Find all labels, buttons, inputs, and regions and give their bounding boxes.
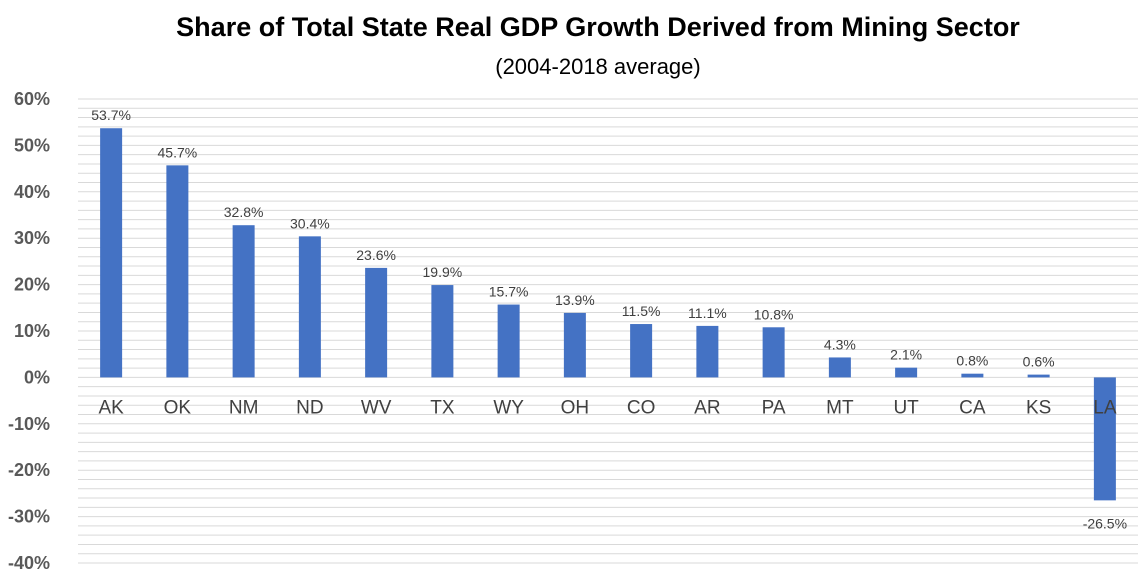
data-label: 0.6%	[1023, 354, 1055, 370]
bars	[100, 128, 1116, 501]
category-label: ND	[296, 397, 323, 418]
bar-oh	[563, 312, 586, 378]
data-label: 11.5%	[622, 303, 661, 319]
category-label: WV	[361, 397, 392, 418]
data-label: 0.8%	[956, 353, 988, 369]
category-label: OH	[561, 397, 590, 418]
y-tick-label: 20%	[14, 275, 50, 295]
gridlines	[78, 98, 1138, 564]
y-tick-label: -20%	[8, 460, 50, 480]
category-label: KS	[1026, 397, 1051, 418]
data-label: 4.3%	[824, 336, 856, 352]
category-label: NM	[229, 397, 259, 418]
category-label: TX	[430, 397, 455, 418]
data-label: 10.8%	[754, 306, 794, 322]
data-label: 13.9%	[555, 292, 595, 308]
bar-ar	[696, 325, 719, 378]
data-label: 19.9%	[423, 264, 463, 280]
y-tick-label: 50%	[14, 135, 50, 155]
category-label: UT	[893, 397, 919, 418]
x-axis-categories: AK OK NM ND WV TX WY OH CO AR PA MT UT CA KS LA	[98, 397, 1116, 418]
category-label: CA	[959, 397, 986, 418]
data-label: -26.5%	[1083, 515, 1127, 531]
y-tick-label: -30%	[8, 507, 50, 527]
bar-ak	[100, 128, 123, 378]
bar-la	[1093, 377, 1116, 501]
bar-pa	[762, 327, 785, 378]
data-labels: 53.7% 45.7% 32.8% 30.4% 23.6% 19.9% 15.7% 13.9%…	[91, 107, 1127, 531]
bar-nm	[232, 225, 255, 378]
bar-ks	[1027, 374, 1050, 378]
category-label: OK	[164, 397, 192, 418]
bar-co	[630, 324, 653, 378]
category-label: MT	[826, 397, 854, 418]
bar-nd	[298, 236, 321, 378]
y-tick-label: 60%	[14, 89, 50, 109]
category-label: AK	[98, 397, 124, 418]
y-tick-label: 30%	[14, 228, 50, 248]
y-tick-label: -40%	[8, 553, 50, 573]
y-tick-label: 0%	[24, 367, 50, 387]
bar-ut	[895, 367, 918, 378]
y-tick-label: -10%	[8, 414, 50, 434]
data-label: 53.7%	[91, 107, 131, 123]
bar-tx	[431, 285, 454, 378]
category-label: CO	[627, 397, 656, 418]
category-label: WY	[493, 397, 524, 418]
data-label: 15.7%	[489, 284, 529, 300]
category-label: AR	[694, 397, 720, 418]
bar-wv	[365, 267, 388, 378]
category-label: LA	[1093, 397, 1117, 418]
y-tick-label: 40%	[14, 182, 50, 202]
data-label: 32.8%	[224, 204, 264, 220]
data-label: 45.7%	[158, 144, 198, 160]
bar-mt	[828, 357, 851, 378]
bar-ca	[961, 373, 984, 378]
chart-title: Share of Total State Real GDP Growth Der…	[176, 12, 1020, 42]
y-tick-label: 10%	[14, 321, 50, 341]
data-label: 2.1%	[890, 347, 922, 363]
data-label: 11.1%	[688, 305, 727, 321]
bar-ok	[166, 165, 189, 378]
chart-subtitle: (2004-2018 average)	[495, 54, 701, 79]
category-label: PA	[762, 397, 786, 418]
y-axis: 60% 50% 40% 30% 20% 10% 0% -10% -20% -30% -40%	[8, 89, 50, 573]
bar-wy	[497, 304, 520, 378]
data-label: 30.4%	[290, 215, 330, 231]
data-label: 23.6%	[356, 247, 396, 263]
